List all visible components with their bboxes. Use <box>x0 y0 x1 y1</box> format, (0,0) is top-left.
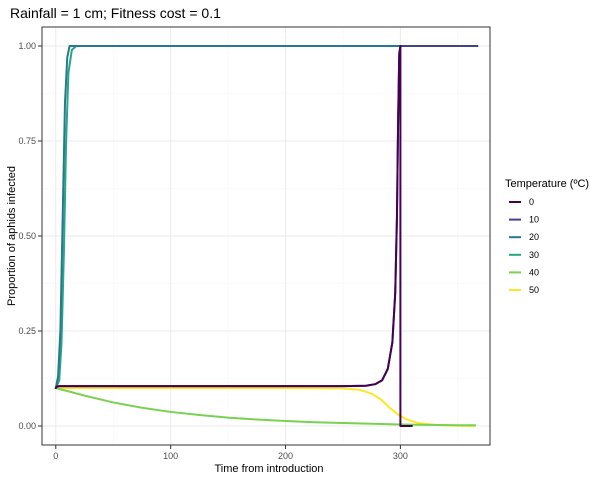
x-tick-label: 200 <box>278 451 293 461</box>
legend-label: 30 <box>529 250 539 260</box>
y-tick-label: 0.00 <box>18 421 36 431</box>
legend-items: 0 10 20 30 40 50 <box>509 197 539 295</box>
legend-item: 0 <box>509 197 534 207</box>
legend-title: Temperature (ºC) <box>505 178 589 190</box>
legend-item: 10 <box>509 215 539 225</box>
x-tick-label: 100 <box>163 451 178 461</box>
y-axis-title: Proportion of aphids infected <box>6 166 18 306</box>
y-tick-label: 0.50 <box>18 231 36 241</box>
legend: Temperature (ºC) 0 10 20 30 40 50 <box>505 178 589 295</box>
x-axis-title: Time from introduction <box>214 463 323 475</box>
legend-label: 50 <box>529 285 539 295</box>
chart-title: Rainfall = 1 cm; Fitness cost = 0.1 <box>10 5 221 21</box>
legend-item: 30 <box>509 250 539 260</box>
legend-label: 20 <box>529 232 539 242</box>
legend-item: 20 <box>509 232 539 242</box>
legend-label: 40 <box>529 267 539 277</box>
y-tick-label: 1.00 <box>18 41 36 51</box>
legend-label: 10 <box>529 215 539 225</box>
legend-label: 0 <box>529 197 534 207</box>
x-tick-label: 0 <box>53 451 58 461</box>
grid <box>42 27 490 445</box>
legend-item: 40 <box>509 267 539 277</box>
legend-item: 50 <box>509 285 539 295</box>
y-tick-label: 0.75 <box>18 136 36 146</box>
x-tick-label: 300 <box>393 451 408 461</box>
y-axis: 0.00 0.25 0.50 0.75 1.00 <box>18 41 42 431</box>
x-axis: 0 100 200 300 <box>53 445 408 461</box>
y-tick-label: 0.25 <box>18 326 36 336</box>
